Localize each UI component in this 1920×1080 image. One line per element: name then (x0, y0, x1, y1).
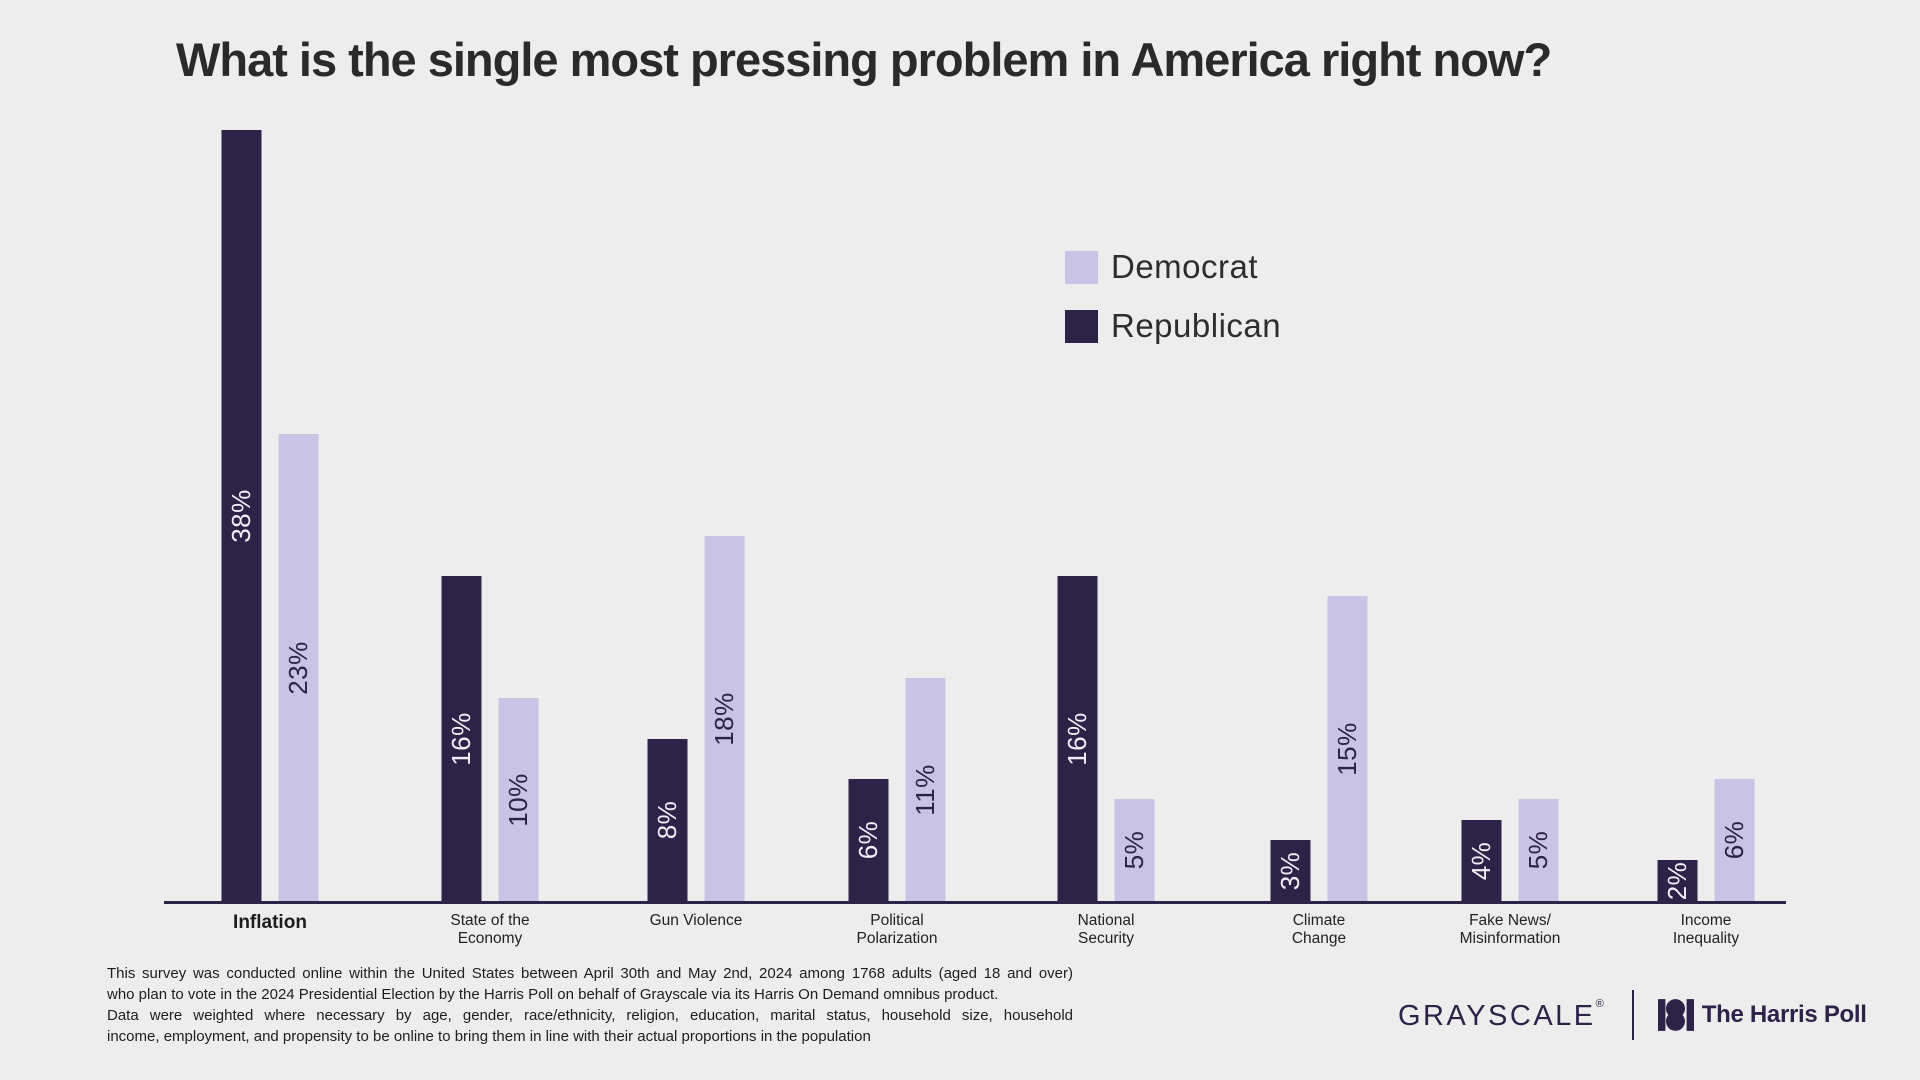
republican-bar-income-inequality: 2% (1657, 860, 1698, 901)
bar-value-label: 11% (910, 763, 940, 816)
bar-value-label: 6% (853, 820, 883, 860)
republican-bar-gun-violence: 8% (647, 739, 688, 901)
category-label-fake-news-misinformation: Fake News/Misinformation (1425, 912, 1595, 947)
category-label-climate-change: Climate Change (1234, 912, 1404, 947)
category-label-income-inequality: Income Inequality (1621, 912, 1791, 947)
republican-bar-national-security: 16% (1057, 576, 1098, 901)
democrat-bar-political-polarization: 11% (905, 678, 946, 901)
bar-group-national-security: 16% 5% (1057, 576, 1155, 901)
bar-value-label: 6% (1719, 820, 1749, 860)
bar-value-label: 2% (1662, 861, 1692, 900)
republican-bar-inflation: 38% (221, 130, 262, 901)
bar-value-label: 23% (283, 640, 313, 695)
branding-footer: GRAYSCALE® The Harris Poll (1398, 990, 1867, 1040)
harris-poll-logo: The Harris Poll (1657, 999, 1867, 1031)
category-label-line: Polarization (856, 929, 938, 947)
brand-divider (1631, 990, 1634, 1040)
footnote-line: Data were weighted where necessary by ag… (107, 1007, 1073, 1024)
bar-group-fake-news-misinformation: 4% 5% (1461, 799, 1559, 901)
category-label-line: Gun Violence (649, 912, 743, 929)
legend: Democrat Republican (1065, 248, 1281, 345)
footnote-line: This survey was conducted online within … (107, 965, 1073, 982)
bar-value-label: 3% (1275, 851, 1305, 890)
republican-bar-fake-news-misinformation: 4% (1461, 820, 1502, 901)
legend-item-republican: Republican (1065, 307, 1281, 345)
bar-value-label: 4% (1466, 841, 1496, 880)
democrat-bar-national-security: 5% (1114, 799, 1155, 901)
harris-poll-wordmark: The Harris Poll (1701, 1001, 1867, 1028)
category-label-national-security: National Security (1021, 912, 1191, 947)
bar-value-label: 5% (1523, 830, 1553, 870)
category-label-line: Climate (1292, 912, 1346, 929)
bar-value-label: 5% (1119, 830, 1149, 870)
democrat-bar-income-inequality: 6% (1714, 779, 1755, 901)
category-label-line: Change (1291, 929, 1347, 947)
legend-label-democrat: Democrat (1111, 248, 1259, 285)
legend-item-democrat: Democrat (1065, 248, 1281, 286)
category-label-state-of-the-economy: State of the Economy (405, 912, 575, 947)
category-label-line: Inflation (233, 912, 307, 933)
bar-group-political-polarization: 6% 11% (848, 678, 946, 901)
harris-poll-icon (1657, 999, 1694, 1031)
chart-title: What is the single most pressing problem… (176, 33, 1552, 86)
category-label-line: Political (870, 912, 924, 929)
democrat-bar-fake-news-misinformation: 5% (1518, 799, 1559, 901)
bar-value-label: 8% (652, 800, 682, 840)
bar-value-label: 18% (709, 691, 739, 746)
grayscale-logo: GRAYSCALE® (1398, 997, 1604, 1032)
republican-bar-political-polarization: 6% (848, 779, 889, 901)
bar-value-label: 16% (1062, 711, 1092, 766)
bar-group-state-of-the-economy: 16% 10% (441, 576, 539, 901)
survey-footnote: This survey was conducted online within … (107, 963, 1073, 1047)
category-label-line: Inequality (1672, 929, 1740, 947)
category-label-line: National (1077, 912, 1135, 929)
category-label-line: Misinformation (1459, 929, 1561, 947)
democrat-swatch (1065, 250, 1098, 284)
bar-group-income-inequality: 2% 6% (1657, 779, 1755, 901)
category-label-line: State of the (450, 912, 530, 929)
category-label-line: Fake News/ (1469, 912, 1551, 929)
democrat-bar-state-of-the-economy: 10% (498, 698, 539, 901)
category-label-gun-violence: Gun Violence (611, 912, 781, 930)
bar-group-inflation: 38% 23% (221, 130, 319, 901)
footnote-line: who plan to vote in the 2024 Presidentia… (107, 986, 999, 1003)
bar-group-gun-violence: 8% 18% (647, 536, 745, 901)
bar-value-label: 10% (503, 772, 533, 827)
footnote-line: income, employment, and propensity to be… (107, 1028, 871, 1045)
bar-value-label: 15% (1332, 721, 1362, 776)
registered-trademark-symbol: ® (1595, 997, 1604, 1010)
bar-group-climate-change: 3% 15% (1270, 596, 1368, 901)
republican-bar-climate-change: 3% (1270, 840, 1311, 901)
bar-value-label: 16% (446, 711, 476, 766)
bar-value-label: 38% (226, 488, 256, 543)
democrat-bar-climate-change: 15% (1327, 596, 1368, 901)
democrat-bar-inflation: 23% (278, 434, 319, 901)
republican-swatch (1065, 309, 1098, 343)
category-label-line: Security (1078, 929, 1134, 947)
x-axis-line (164, 901, 1786, 904)
category-label-inflation: Inflation (185, 912, 355, 933)
democrat-bar-gun-violence: 18% (704, 536, 745, 901)
republican-bar-state-of-the-economy: 16% (441, 576, 482, 901)
legend-label-republican: Republican (1111, 307, 1282, 344)
category-label-political-polarization: Political Polarization (812, 912, 982, 947)
category-label-line: Income (1680, 912, 1732, 929)
category-label-line: Economy (457, 929, 523, 947)
